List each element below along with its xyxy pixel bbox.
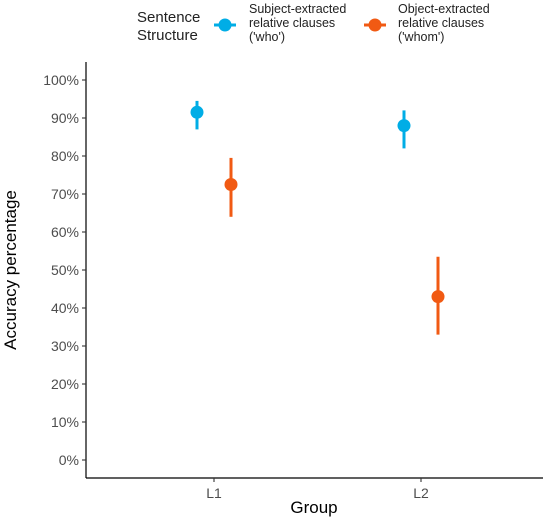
y-tick-label: 60% [51,224,79,240]
y-tick-label: 80% [51,148,79,164]
y-tick-label: 100% [43,72,79,88]
legend-label: ('whom') [398,30,444,44]
x-tick-label: L1 [206,485,222,501]
data-point [190,105,204,119]
data-point [397,119,411,133]
y-tick-label: 0% [59,452,79,468]
y-tick-label: 20% [51,376,79,392]
data-point [224,178,238,191]
x-tick-label: L2 [413,485,429,501]
y-tick-label: 70% [51,186,79,202]
axes: 0% 10% 20% 30% 40% 50% 60% 70% 80% 90% 100% L1 L2 [43,62,543,501]
y-axis-title: Accuracy percentage [1,190,20,350]
legend-key-point [218,18,232,32]
y-tick-label: 90% [51,110,79,126]
legend-key-point [368,18,382,32]
legend-label: Subject-extracted [249,2,346,16]
y-tick-label: 10% [51,414,79,430]
legend-label: relative clauses [249,16,335,30]
y-tick-label: 50% [51,262,79,278]
data-point [431,290,445,304]
y-tick-label: 40% [51,300,79,316]
legend-title-line-1: Sentence [137,9,200,26]
x-axis-title: Group [290,498,337,517]
legend-title-line-2: Structure [137,27,198,44]
legend-label: relative clauses [398,16,484,30]
plot-marks [190,100,445,335]
legend: Sentence Structure Subject-extractedrela… [137,2,490,44]
legend-label: Object-extracted [398,2,490,16]
y-tick-label: 30% [51,338,79,354]
legend-label: ('who') [249,30,285,44]
